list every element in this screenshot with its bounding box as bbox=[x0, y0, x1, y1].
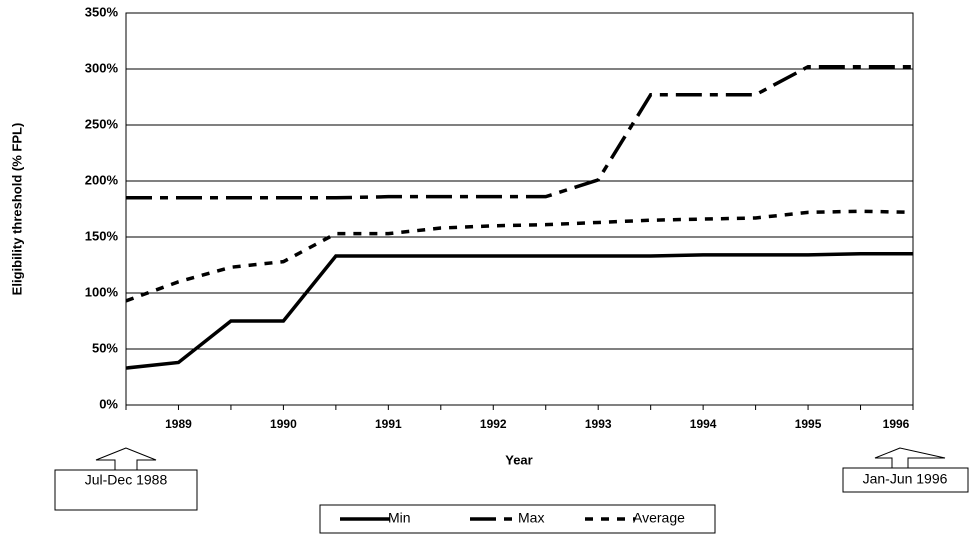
legend-label: Average bbox=[633, 510, 685, 526]
legend-label: Min bbox=[388, 510, 411, 526]
y-axis-label: Eligibility threshold (% FPL) bbox=[9, 123, 24, 296]
plot-area bbox=[125, 12, 914, 406]
x-tick-label: 1991 bbox=[375, 417, 402, 431]
y-tick-label: 200% bbox=[85, 172, 119, 187]
x-tick-label: 1989 bbox=[165, 417, 192, 431]
x-axis-label: Year bbox=[505, 452, 532, 467]
y-tick-label: 250% bbox=[85, 116, 119, 131]
x-tick-label: 1992 bbox=[480, 417, 507, 431]
annotation-box bbox=[54, 469, 198, 511]
series-line bbox=[125, 209, 914, 303]
series-line bbox=[126, 65, 913, 200]
y-tick-label: 350% bbox=[85, 4, 119, 19]
y-tick-label: 150% bbox=[85, 228, 119, 243]
annotation-box bbox=[842, 467, 969, 493]
x-tick-label: 1993 bbox=[585, 417, 612, 431]
y-tick-label: 100% bbox=[85, 284, 119, 299]
arrow bbox=[874, 447, 946, 469]
x-tick-label: 1995 bbox=[795, 417, 822, 431]
y-tick-label: 0% bbox=[99, 396, 118, 411]
arrow bbox=[95, 447, 157, 471]
annotation: Jul-Dec 1988 bbox=[85, 472, 168, 488]
series-line bbox=[125, 252, 913, 370]
y-tick-label: 50% bbox=[92, 340, 118, 355]
x-tick-label: 1990 bbox=[270, 417, 297, 431]
annotation: Jan-Jun 1996 bbox=[863, 471, 948, 487]
legend-label: Max bbox=[518, 510, 544, 526]
x-tick-label: 1994 bbox=[690, 417, 717, 431]
y-tick-label: 300% bbox=[85, 60, 119, 75]
x-tick-label: 1996 bbox=[883, 417, 910, 431]
